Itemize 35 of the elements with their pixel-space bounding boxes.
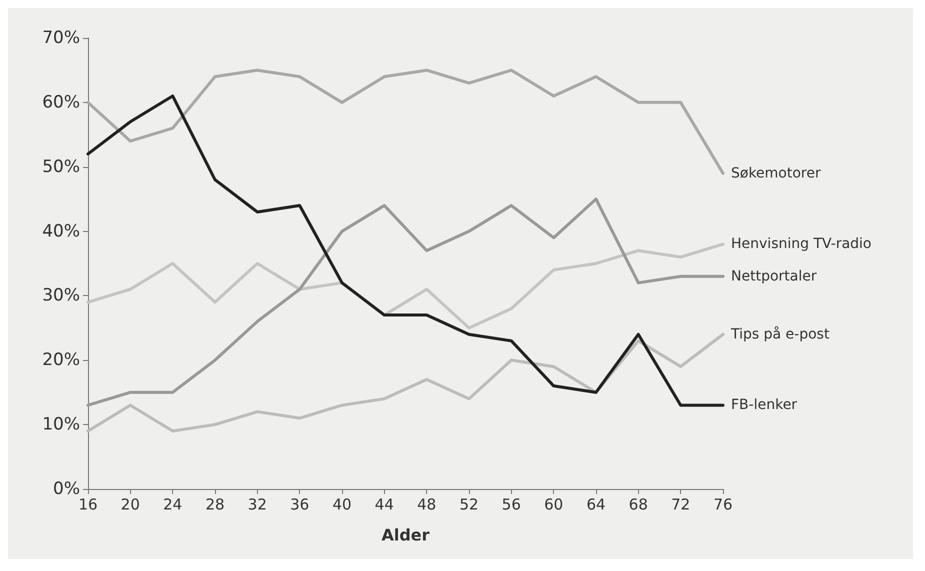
- x-tick-label: 64: [586, 496, 606, 514]
- x-tick-label: 76: [713, 496, 733, 514]
- x-tick-label: 60: [544, 496, 564, 514]
- line-series: [86, 242, 724, 330]
- y-tick-label: 50%: [42, 156, 80, 177]
- y-tick-label: 30%: [42, 286, 80, 306]
- y-tick-label: 10%: [42, 414, 80, 435]
- series-label: FB-lenker: [731, 397, 798, 414]
- line-series: [86, 68, 724, 175]
- x-tick-label: 36: [290, 496, 310, 514]
- x-tick-label: 72: [671, 496, 690, 514]
- x-tick-label: 68: [628, 496, 648, 514]
- x-tick-label: 28: [205, 496, 225, 514]
- y-tick-label: 0%: [53, 479, 80, 499]
- line-series: [86, 198, 724, 407]
- y-tick-label: 70%: [42, 28, 80, 48]
- x-tick-label: 48: [417, 496, 436, 514]
- x-tick-label: 16: [78, 496, 98, 514]
- y-tick-label: 40%: [42, 221, 80, 242]
- x-tick-label: 20: [120, 496, 140, 514]
- x-tick-label: 40: [332, 496, 352, 514]
- x-tick-label: 52: [459, 496, 479, 514]
- series-label: Tips på e-post: [730, 325, 830, 342]
- y-tick-label: 60%: [42, 92, 80, 112]
- x-tick-label: 44: [374, 496, 394, 514]
- x-tick-label: 32: [248, 496, 267, 514]
- x-axis-title: Alder: [381, 526, 430, 544]
- series-label: Henvisning TV-radio: [731, 236, 872, 252]
- x-tick-label: 24: [163, 496, 182, 514]
- x-tick-label: 56: [502, 496, 521, 514]
- series-label: Nettportaler: [731, 268, 817, 284]
- series-label: Søkemotorer: [731, 165, 821, 182]
- y-tick-label: 20%: [42, 350, 80, 370]
- line-series: [86, 94, 724, 407]
- line-series: [86, 332, 724, 433]
